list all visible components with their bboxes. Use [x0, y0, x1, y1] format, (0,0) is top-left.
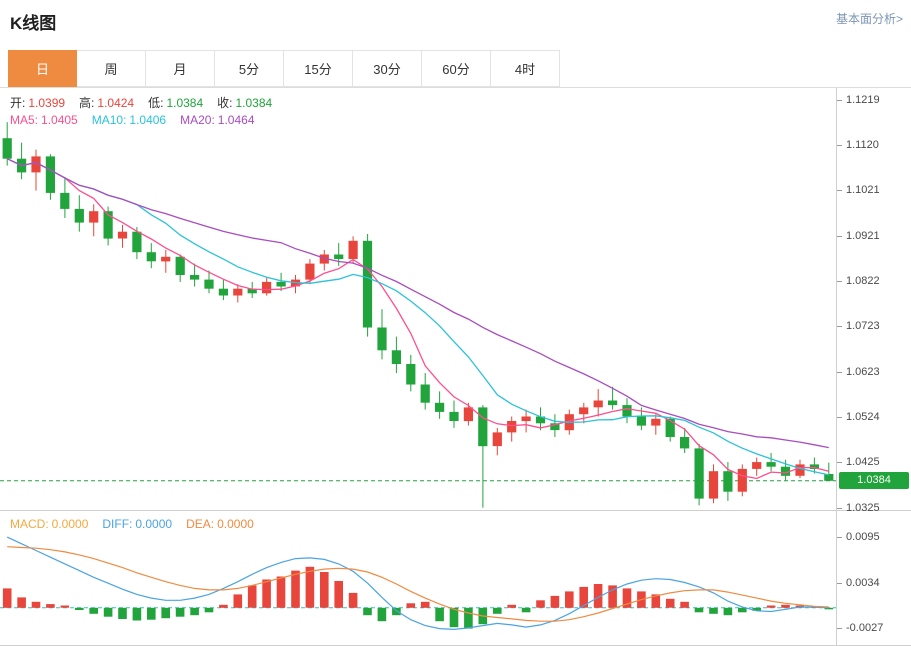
y-axis-label: 1.0723 — [837, 319, 880, 333]
y-axis-label: -0.0027 — [837, 621, 883, 635]
tab-15min[interactable]: 15分 — [284, 50, 353, 87]
open-label: 开: — [10, 96, 26, 110]
fundamental-analysis-link[interactable]: 基本面分析> — [835, 12, 903, 26]
tab-30min[interactable]: 30分 — [353, 50, 422, 87]
macd-label: MACD: — [10, 517, 49, 531]
y-axis-label: 1.1021 — [837, 183, 880, 197]
macd-panel: MACD: 0.0000 DIFF: 0.0000 DEA: 0.0000 0.009… — [0, 511, 911, 646]
diff-label: DIFF: — [102, 517, 133, 531]
y-axis-label: 1.1120 — [837, 138, 879, 152]
macd-value: 0.0000 — [51, 517, 89, 531]
tab-month[interactable]: 月 — [146, 50, 215, 87]
macd-legend: MACD: 0.0000 DIFF: 0.0000 DEA: 0.0000 — [10, 517, 254, 531]
tab-60min[interactable]: 60分 — [422, 50, 491, 87]
period-tab-bar: 日 周 月 5分 15分 30分 60分 4时 — [0, 50, 911, 88]
y-axis-label: 1.0325 — [837, 501, 880, 515]
y-axis-label: 1.0921 — [837, 229, 880, 243]
y-axis-label: 1.0822 — [837, 274, 880, 288]
close-value: 1.0384 — [235, 96, 273, 110]
main-chart-panel: 开: 1.0399 高: 1.0424 低: 1.0384 收: 1.0384 MA5:… — [0, 88, 911, 514]
low-value: 1.0384 — [166, 96, 204, 110]
dea-label: DEA: — [186, 517, 215, 531]
y-axis-label: 1.0524 — [837, 410, 880, 424]
ma10-value: 1.0406 — [129, 113, 167, 127]
tab-day[interactable]: 日 — [8, 50, 77, 87]
tab-5min[interactable]: 5分 — [215, 50, 284, 87]
page-header: K线图 基本面分析> — [0, 0, 911, 50]
ohlc-legend: 开: 1.0399 高: 1.0424 低: 1.0384 收: 1.0384 — [10, 94, 272, 111]
open-value: 1.0399 — [28, 96, 66, 110]
ma20-value: 1.0464 — [217, 113, 255, 127]
page-title: K线图 — [10, 14, 57, 33]
close-label: 收: — [217, 96, 233, 110]
macd-y-axis: 0.0095 0.0034 -0.0027 — [836, 511, 911, 645]
ma10-label: MA10: — [91, 113, 127, 127]
y-axis-label: 1.0623 — [837, 365, 880, 379]
high-label: 高: — [79, 96, 95, 110]
low-label: 低: — [148, 96, 164, 110]
ma-legend: MA5: 1.0405 MA10: 1.0406 MA20: 1.0464 — [10, 113, 255, 127]
tab-4hour[interactable]: 4时 — [491, 50, 560, 87]
main-y-axis: 1.0384 1.1219 1.1120 1.1021 1.0921 1.0822 1.0… — [836, 88, 911, 514]
diff-value: 0.0000 — [135, 517, 173, 531]
high-value: 1.0424 — [97, 96, 135, 110]
y-axis-label: 1.1219 — [837, 93, 880, 107]
y-axis-label: 1.0425 — [837, 455, 880, 469]
tab-week[interactable]: 周 — [77, 50, 146, 87]
dea-value: 0.0000 — [217, 517, 254, 531]
y-axis-label: 0.0034 — [837, 576, 880, 590]
ma5-label: MA5: — [10, 113, 39, 127]
ma5-value: 1.0405 — [41, 113, 78, 127]
macd-chart[interactable] — [0, 511, 836, 645]
candlestick-chart[interactable] — [0, 88, 836, 510]
ma20-label: MA20: — [180, 113, 215, 127]
y-axis-label: 0.0095 — [837, 530, 880, 544]
current-price-badge: 1.0384 — [839, 471, 909, 489]
